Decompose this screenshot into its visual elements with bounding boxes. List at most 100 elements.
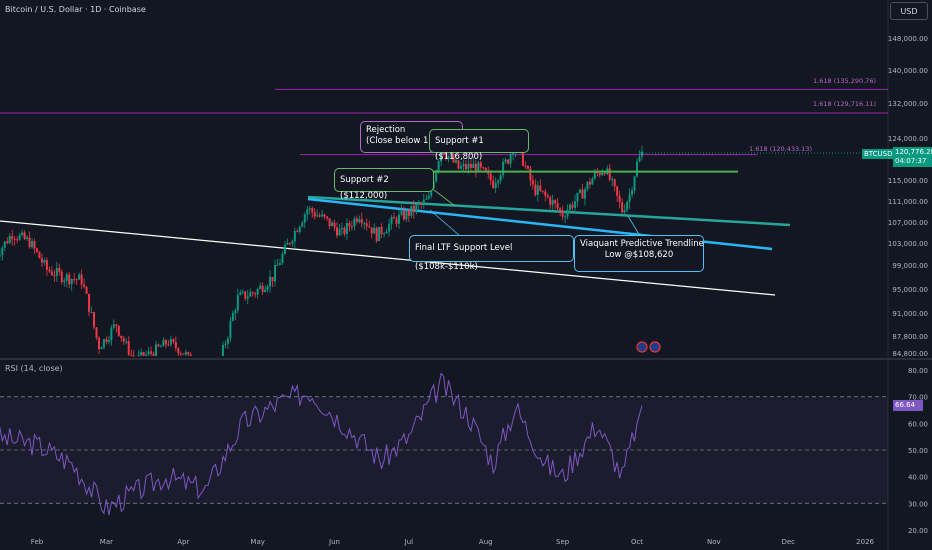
- candle-body: [90, 312, 93, 314]
- candle-body: [120, 335, 123, 339]
- candle-body: [70, 279, 73, 285]
- candle-body: [21, 232, 24, 236]
- candle-body: [618, 195, 621, 202]
- candle-body: [264, 289, 267, 292]
- candle-body: [355, 218, 358, 222]
- annotation-pointer: [429, 209, 461, 237]
- candle-body: [224, 343, 227, 345]
- time-axis-label: Apr: [177, 538, 189, 546]
- candle-body: [31, 241, 34, 248]
- time-axis-label: Jul: [404, 538, 414, 546]
- countdown-value: 04:07:37: [895, 157, 927, 165]
- candle-body: [621, 201, 624, 213]
- candle-body: [321, 214, 324, 217]
- candle-body: [184, 352, 187, 355]
- candle-body: [85, 286, 88, 294]
- price-axis-label: 148,000.00: [888, 35, 928, 43]
- candle-body: [484, 167, 487, 172]
- candle-body: [296, 230, 299, 232]
- candle-body: [457, 160, 460, 169]
- price-axis-label: 84,800.00: [892, 350, 928, 358]
- candle-body: [50, 271, 53, 276]
- candle-body: [499, 175, 502, 181]
- candle-body: [524, 165, 527, 167]
- fib-label: 1.618 (129,716.11): [813, 100, 876, 108]
- time-axis-label: Sep: [556, 538, 570, 546]
- candle-body: [445, 154, 448, 159]
- candle-body: [591, 178, 594, 185]
- time-axis-label: Aug: [479, 538, 493, 546]
- candle-body: [331, 222, 334, 227]
- time-axis-label: 2026: [856, 538, 874, 546]
- candle-body: [407, 210, 410, 216]
- candle-body: [259, 285, 262, 289]
- candle-body: [236, 294, 239, 311]
- price-axis-label: 107,000.00: [888, 219, 928, 227]
- candle-body: [107, 340, 110, 342]
- price-axis-label: 87,800.00: [892, 333, 928, 341]
- candle-body: [544, 191, 547, 196]
- candle-body: [586, 181, 589, 190]
- candle-body: [303, 214, 306, 223]
- annotation-pointer: [433, 189, 456, 207]
- event-flag-icon: [649, 341, 661, 353]
- candle-body: [281, 253, 284, 263]
- candle-body: [472, 163, 475, 168]
- candle-body: [492, 180, 495, 188]
- candle-body: [246, 296, 249, 299]
- rsi-title: RSI (14, close): [5, 364, 63, 373]
- candle-body: [340, 227, 343, 230]
- candle-body: [383, 233, 386, 235]
- candle-body: [60, 271, 63, 283]
- fib-label: 1.618 (120,433.13): [749, 145, 812, 153]
- price-axis-label: 103,000.00: [888, 240, 928, 248]
- candle-body: [189, 354, 192, 356]
- candle-body: [127, 341, 130, 355]
- candle-body: [512, 152, 515, 155]
- candle-body: [45, 260, 48, 270]
- candle-body: [110, 327, 113, 341]
- candle-body: [375, 227, 378, 241]
- teal-trendline: [307, 195, 791, 227]
- candle-body: [628, 194, 631, 202]
- candle-body: [152, 353, 155, 356]
- rsi-axis-label: 80.00: [908, 367, 928, 375]
- candle-body: [16, 239, 19, 241]
- currency-button[interactable]: USD: [890, 2, 928, 20]
- candle-body: [125, 341, 128, 343]
- candle-body: [130, 354, 133, 356]
- rsi-axis-label: 40.00: [908, 474, 928, 482]
- candle-body: [455, 160, 458, 163]
- candle-body: [3, 241, 6, 248]
- candle-body: [526, 166, 529, 169]
- candle-body: [0, 255, 1, 257]
- candle-body: [541, 190, 544, 192]
- candle-body: [546, 195, 549, 198]
- candle-body: [48, 269, 51, 272]
- candle-body: [43, 260, 46, 263]
- price-axis-label: 99,000.00: [892, 262, 928, 270]
- candle-body: [251, 292, 254, 294]
- candle-body: [313, 212, 316, 217]
- candle-body: [88, 293, 91, 313]
- event-flag-icon: [636, 341, 648, 353]
- candle-body: [256, 288, 259, 295]
- candle-body: [182, 353, 185, 355]
- candle-body: [626, 201, 629, 211]
- candle-body: [358, 219, 361, 222]
- candle-body: [58, 267, 61, 272]
- candle-body: [464, 164, 467, 170]
- candle-body: [395, 218, 398, 224]
- candle-body: [241, 291, 244, 293]
- candle-body: [177, 348, 180, 354]
- candle-body: [249, 292, 252, 297]
- candle-body: [405, 210, 408, 220]
- candle-body: [75, 279, 78, 281]
- candle-body: [636, 161, 638, 177]
- candle-body: [271, 276, 274, 282]
- candle-body: [435, 170, 438, 182]
- time-axis-label: Nov: [707, 538, 721, 546]
- candle-body: [569, 204, 572, 211]
- candle-body: [521, 147, 524, 166]
- candle-body: [174, 341, 177, 349]
